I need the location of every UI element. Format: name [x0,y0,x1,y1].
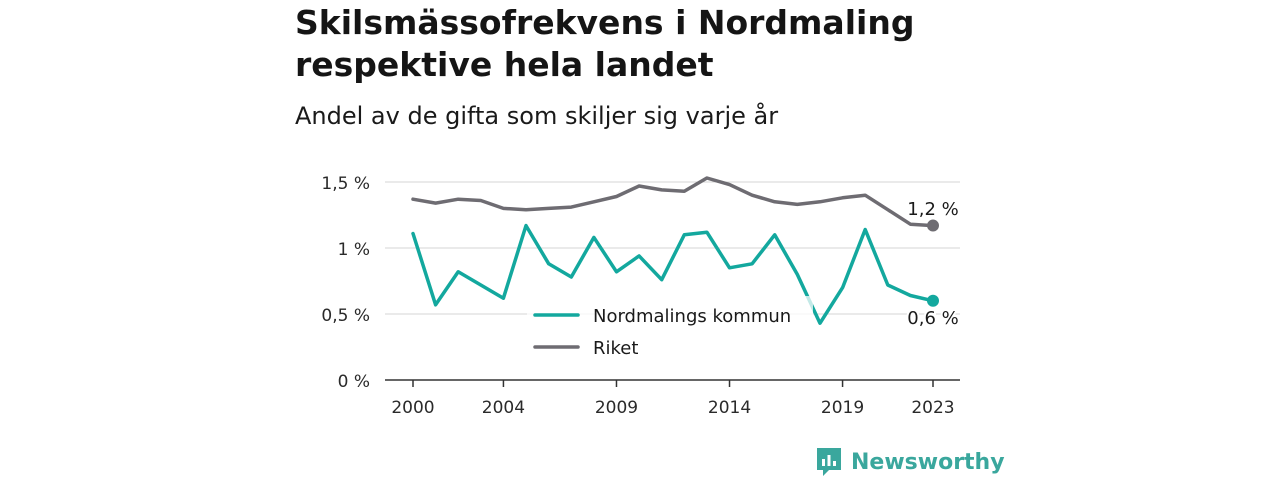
chart-title: Skilsmässofrekvens i Nordmaling respekti… [295,3,915,84]
x-tick-label: 2014 [708,398,751,418]
y-axis: 0 % 0,5 % 1 % 1,5 % [321,174,370,392]
chart-subtitle: Andel av de gifta som skiljer sig varje … [295,102,779,130]
legend-item-riket-label: Riket [593,338,638,359]
brand-logo: Newsworthy [815,444,1005,480]
series-line-nordmaling [411,223,935,325]
y-tick-label: 0,5 % [321,306,370,326]
end-point-nordmaling [927,294,939,307]
x-tick-label: 2023 [911,398,954,418]
legend-background [527,296,813,366]
y-tick-label: 0 % [338,372,370,392]
x-tick-label: 2004 [482,398,525,418]
x-axis: 2000 2004 2009 2014 2019 2023 [385,379,960,418]
x-tick-label: 2009 [595,398,638,418]
series-lines: 0,6 % 1,2 % [411,176,961,331]
end-label-nordmaling: 0,6 % [907,308,958,329]
x-tick-label: 2019 [821,398,864,418]
y-tick-label: 1,5 % [321,174,370,194]
end-point-riket [927,219,939,232]
brand-name: Newsworthy [851,449,1005,475]
legend-item-nordmaling-label: Nordmalings kommun [593,306,791,327]
end-label-riket: 1,2 % [907,199,958,220]
newsworthy-logo-icon [817,448,841,476]
series-line-riket [411,176,935,228]
x-tick-label: 2000 [391,398,434,418]
y-tick-label: 1 % [338,240,370,260]
legend: Nordmalings kommun Riket [527,296,813,366]
